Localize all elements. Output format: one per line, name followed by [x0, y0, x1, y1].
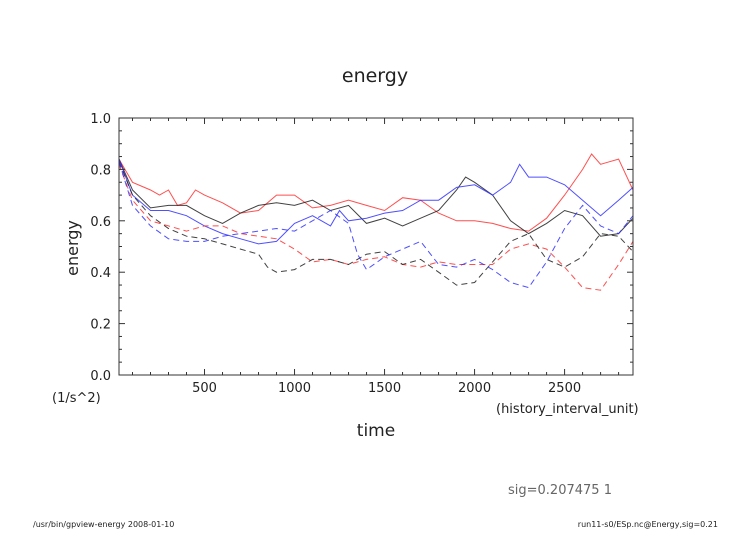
y-tick-label: 0.6	[90, 215, 111, 230]
x-axis-label: time	[357, 421, 395, 441]
y-tick-label: 0.2	[90, 318, 111, 333]
series-line-black-dashed	[118, 161, 634, 286]
plot-frame	[118, 117, 634, 376]
y-tick-label: 0.4	[90, 266, 111, 281]
plot-area: 500 1000 1500 2000 2500 0.0 0.2 0.4 0.6 0.8 1.0	[90, 112, 634, 396]
series-line-red-solid	[118, 153, 634, 232]
y-axis-label: energy	[63, 220, 82, 276]
x-tick-label: 2000	[458, 381, 491, 396]
x-axis-units: (history_interval_unit)	[496, 402, 639, 417]
y-tick-label: 0.0	[90, 369, 111, 384]
y-tick-label: 0.8	[90, 163, 111, 178]
x-tick-label: 1500	[368, 381, 401, 396]
chart-title: energy	[342, 65, 408, 87]
footer-right: run11-s0/ESp.nc@Energy,sig=0.21	[578, 520, 718, 529]
series-line-blue-dashed	[118, 161, 634, 289]
series-line-black-solid	[118, 158, 634, 237]
x-tick-label: 2500	[548, 381, 581, 396]
series-line-blue-solid	[118, 158, 634, 245]
x-tick-label: 1000	[278, 381, 311, 396]
sig-label: sig=0.207475 1	[508, 483, 612, 498]
y-axis-units: (1/s^2)	[52, 391, 101, 406]
x-tick-label: 500	[192, 381, 217, 396]
y-tick-label: 1.0	[90, 112, 111, 127]
footer-left: /usr/bin/gpview-energy 2008-01-10	[33, 520, 174, 529]
series-line-red-dashed	[118, 164, 634, 291]
